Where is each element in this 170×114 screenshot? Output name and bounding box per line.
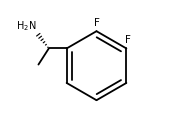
Text: F: F bbox=[125, 35, 130, 44]
Text: H$_2$N: H$_2$N bbox=[16, 19, 36, 33]
Text: F: F bbox=[94, 17, 99, 27]
